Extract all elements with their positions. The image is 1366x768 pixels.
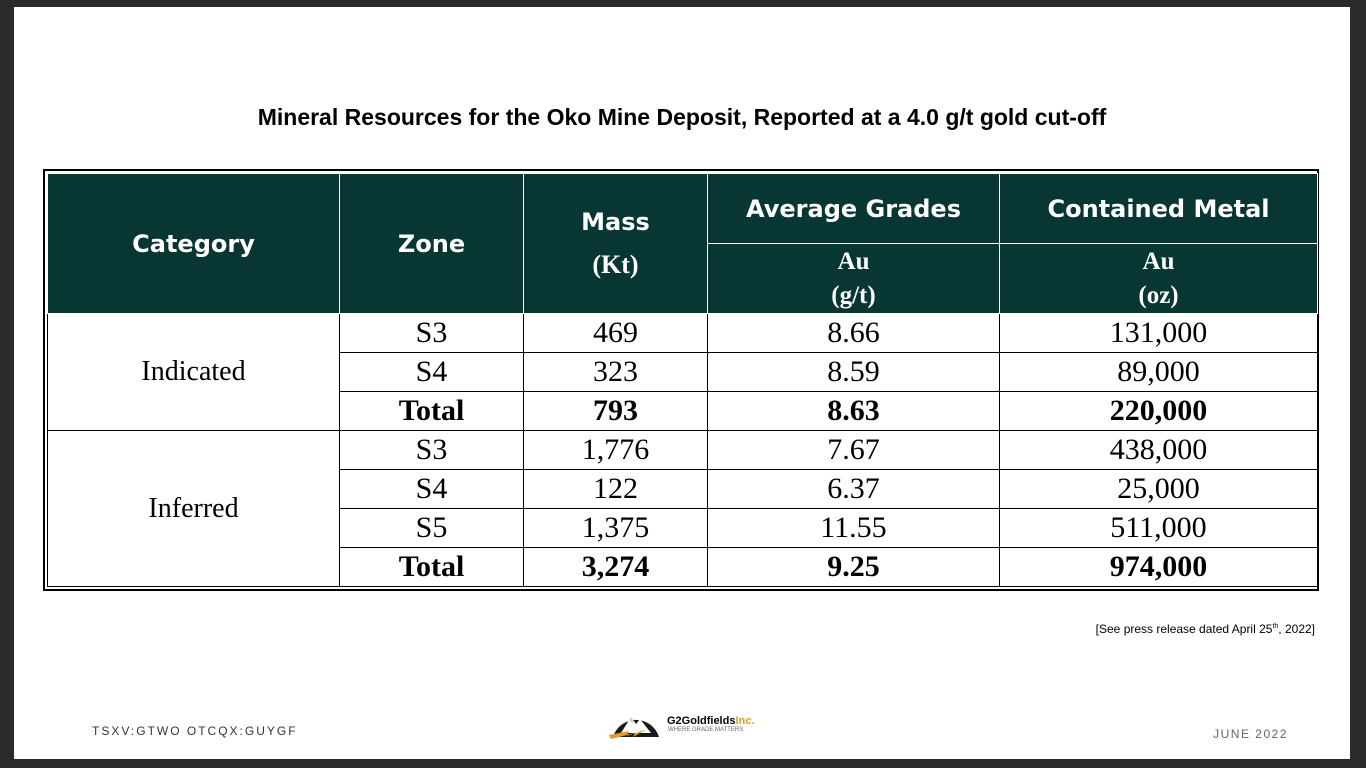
- logo-tagline: WHERE GRADE MATTERS: [668, 727, 744, 733]
- grade-cell: 6.37: [707, 469, 1000, 509]
- zone-cell: S4: [339, 469, 524, 509]
- slide: Mineral Resources for the Oko Mine Depos…: [14, 7, 1350, 759]
- grade-cell: 11.55: [707, 508, 1000, 548]
- resource-table-frame: Category Zone Mass (Kt) Average Grades C…: [43, 169, 1319, 591]
- zone-cell: Total: [339, 391, 524, 431]
- logo-brand-inc: Inc.: [735, 715, 755, 727]
- header-metal-au: Au: [1142, 247, 1175, 275]
- grade-cell: 9.25: [707, 547, 1000, 587]
- logo-brand-name: G2Goldfields: [667, 715, 736, 727]
- zone-cell: S3: [339, 313, 524, 353]
- mass-cell: 793: [523, 391, 708, 431]
- header-mass: Mass (Kt): [523, 173, 708, 314]
- header-grade-au: Au: [837, 247, 870, 275]
- table-row: S5 1,375 11.55 511,000: [48, 508, 1318, 548]
- grade-cell: 8.66: [707, 313, 1000, 353]
- note-prefix: [See press release dated April 25: [1095, 622, 1273, 636]
- mass-cell: 1,776: [523, 430, 708, 470]
- header-grade-unit: Au (g/t): [707, 243, 1000, 314]
- header-mass-unit: (Kt): [592, 249, 639, 279]
- metal-cell: 438,000: [999, 430, 1318, 470]
- grade-cell: 8.59: [707, 352, 1000, 392]
- zone-cell: S3: [339, 430, 524, 470]
- metal-cell: 131,000: [999, 313, 1318, 353]
- mass-cell: 323: [523, 352, 708, 392]
- header-average-grades: Average Grades: [707, 173, 1000, 244]
- logo-brand-text: G2GoldfieldsInc.: [667, 715, 754, 727]
- metal-cell: 220,000: [999, 391, 1318, 431]
- metal-cell: 25,000: [999, 469, 1318, 509]
- mass-cell: 3,274: [523, 547, 708, 587]
- metal-cell: 511,000: [999, 508, 1318, 548]
- header-grade-gt: (g/t): [831, 281, 876, 309]
- mass-cell: 469: [523, 313, 708, 353]
- zone-cell: Total: [339, 547, 524, 587]
- header-contained-metal: Contained Metal: [999, 173, 1318, 244]
- header-zone: Zone: [339, 173, 524, 314]
- note-sup: th: [1272, 623, 1279, 630]
- metal-cell: 974,000: [999, 547, 1318, 587]
- header-category: Category: [47, 173, 340, 314]
- grade-cell: 7.67: [707, 430, 1000, 470]
- zone-cell: S5: [339, 508, 524, 548]
- company-logo: G2GoldfieldsInc. WHERE GRADE MATTERS: [607, 703, 767, 743]
- header-metal-oz: (oz): [1138, 281, 1179, 309]
- header-metal-unit: Au (oz): [999, 243, 1318, 314]
- mass-cell: 1,375: [523, 508, 708, 548]
- mountain-lightning-icon: [609, 717, 659, 739]
- metal-cell: 89,000: [999, 352, 1318, 392]
- resource-table: Category Zone Mass (Kt) Average Grades C…: [47, 173, 1318, 587]
- category-cell: Inferred: [47, 430, 340, 587]
- table-row: S4 122 6.37 25,000: [48, 469, 1318, 509]
- category-cell: Indicated: [47, 313, 340, 431]
- presentation-date: JUNE 2022: [1213, 727, 1288, 741]
- table-row-total: Total 3,274 9.25 974,000: [48, 547, 1318, 587]
- table-row: Indicated S3 469 8.66 131,000: [47, 313, 1318, 431]
- page-title: Mineral Resources for the Oko Mine Depos…: [257, 104, 1107, 130]
- grade-cell: 8.63: [707, 391, 1000, 431]
- header-mass-label: Mass: [581, 207, 650, 236]
- mass-cell: 122: [523, 469, 708, 509]
- zone-cell: S4: [339, 352, 524, 392]
- note-suffix: , 2022]: [1278, 622, 1315, 636]
- table-row: Inferred S3 1,776 7.67 438,000: [47, 430, 1318, 587]
- ticker-symbols: TSXV:GTWO OTCQX:GUYGF: [92, 724, 298, 738]
- press-release-note: [See press release dated April 25th, 202…: [1096, 622, 1315, 636]
